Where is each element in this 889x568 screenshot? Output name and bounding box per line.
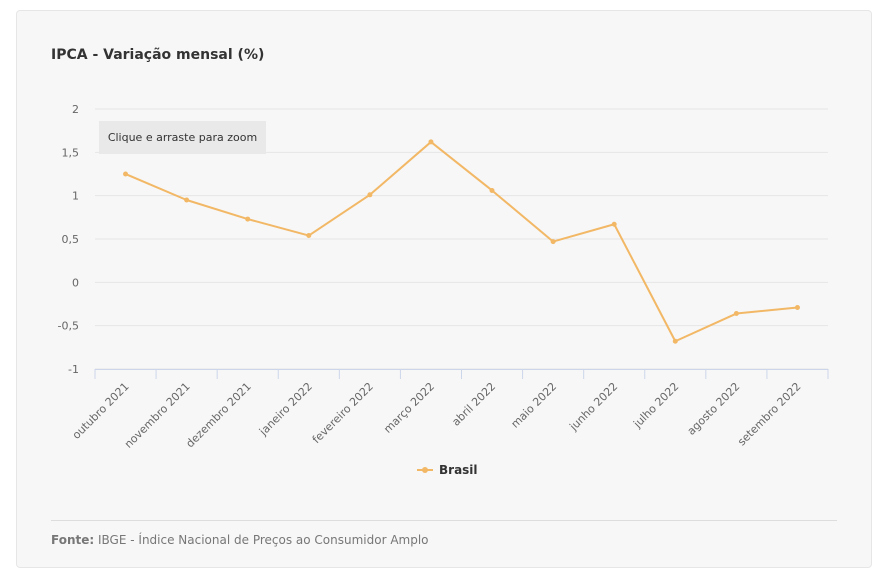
- x-tick-label: janeiro 2022: [256, 380, 315, 439]
- data-point: [184, 197, 190, 203]
- x-tick-label: outubro 2021: [70, 380, 132, 442]
- y-tick-label: -0,5: [58, 320, 79, 333]
- y-tick-label: 1: [72, 190, 79, 203]
- zoom-hint: Clique e arraste para zoom: [99, 121, 266, 154]
- data-point: [611, 221, 617, 227]
- legend-label-brasil: Brasil: [439, 463, 478, 477]
- data-point: [245, 216, 251, 222]
- chart-card: IPCA - Variação mensal (%) 2 1,5 1 0,5 0 -0,5…: [16, 10, 872, 568]
- x-tick-label: fevereiro 2022: [310, 380, 376, 446]
- source-label: Fonte:: [51, 533, 95, 547]
- data-point: [367, 192, 373, 198]
- data-point: [794, 304, 800, 310]
- x-tick-label: março 2022: [381, 380, 437, 436]
- y-tick-label: -1: [68, 363, 79, 376]
- x-tick-label: novembro 2021: [122, 380, 193, 451]
- y-tick-label: 1,5: [62, 146, 80, 159]
- legend[interactable]: Brasil: [417, 463, 478, 477]
- legend-swatch: [417, 467, 433, 473]
- chart-title: IPCA - Variação mensal (%): [51, 47, 265, 63]
- data-point: [428, 139, 434, 145]
- data-point: [550, 239, 556, 245]
- series-line-brasil: [125, 140, 798, 343]
- x-tick-label: julho 2022: [630, 380, 681, 431]
- divider: [51, 520, 837, 521]
- x-tick-label: dezembro 2021: [183, 380, 253, 450]
- data-point: [306, 233, 312, 239]
- data-point: [123, 171, 129, 177]
- x-tick-label: setembro 2022: [735, 380, 803, 448]
- y-tick-label: 0: [72, 276, 79, 289]
- x-tick-label: abril 2022: [449, 380, 498, 429]
- data-point: [672, 338, 678, 344]
- y-tick-label: 2: [72, 103, 79, 116]
- x-tick-label: junho 2022: [566, 380, 620, 434]
- x-tick-label: agosto 2022: [685, 380, 743, 438]
- data-point: [733, 311, 739, 317]
- data-point: [489, 187, 495, 193]
- source-text: IBGE - Índice Nacional de Preços ao Cons…: [98, 533, 429, 547]
- y-tick-label: 0,5: [62, 233, 80, 246]
- source-note: Fonte: IBGE - Índice Nacional de Preços …: [51, 533, 429, 547]
- x-tick-label: maio 2022: [509, 380, 560, 431]
